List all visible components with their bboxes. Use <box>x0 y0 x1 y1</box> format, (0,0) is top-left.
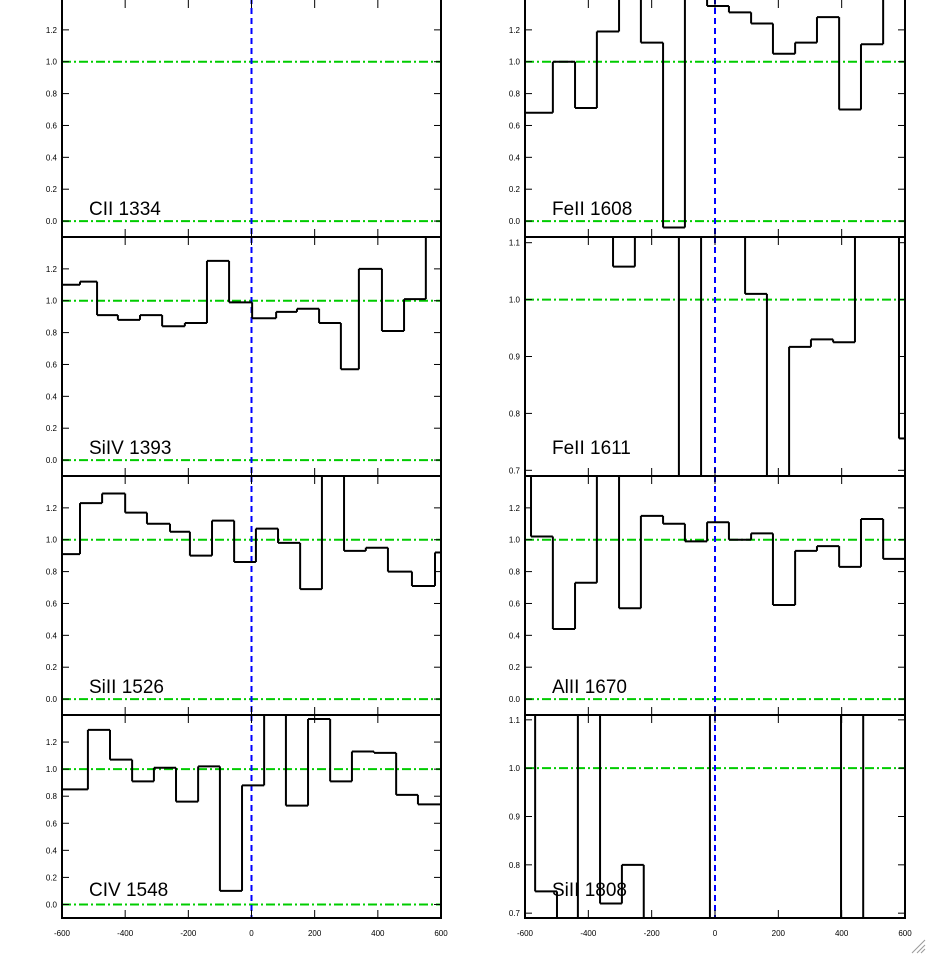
y-tick-label: 0.6 <box>46 599 58 608</box>
y-tick-label: 0.2 <box>46 873 58 882</box>
panel: 0.0 0.2 0.4 0.6 0.8 1.0 1.2 SiIV 1393 <box>46 236 442 477</box>
y-tick-label: 0.9 <box>509 353 521 362</box>
panel-label: SiII 1526 <box>89 677 164 698</box>
y-tick-label: 0.6 <box>509 121 521 130</box>
y-tick-label: 0.8 <box>509 568 521 577</box>
plot-area <box>525 476 905 715</box>
y-tick-label: 0.4 <box>46 392 58 401</box>
y-tick-label: 0.6 <box>46 121 58 130</box>
x-tick-label: -400 <box>117 929 134 938</box>
panel: 0.0 0.2 0.4 0.6 0.8 1.0 1.2 -600 -400 -200 0 200 400… <box>46 714 448 938</box>
x-tick-label: -200 <box>644 929 661 938</box>
y-tick-label: 1.2 <box>46 504 58 513</box>
y-tick-label: 0.8 <box>46 792 58 801</box>
y-tick-label: 1.1 <box>509 716 521 725</box>
y-tick-label: 1.0 <box>46 58 58 67</box>
y-tick-label: 0.4 <box>46 846 58 855</box>
y-tick-label: 0.4 <box>509 631 521 640</box>
y-tick-label: 0.8 <box>509 409 521 418</box>
y-tick-label: 0.7 <box>509 909 521 918</box>
y-tick-label: 1.1 <box>509 239 521 248</box>
plot-area <box>62 476 441 715</box>
x-tick-label: 0 <box>713 929 718 938</box>
y-tick-label: 1.2 <box>46 265 58 274</box>
plot-area <box>62 237 441 476</box>
y-tick-label: 0.6 <box>46 360 58 369</box>
y-tick-label: 0.2 <box>46 663 58 672</box>
y-tick-label: 0.2 <box>46 185 58 194</box>
panel: 0.0 0.2 0.4 0.6 0.8 1.0 1.2 SiII 1526 <box>46 475 442 716</box>
y-tick-label: 0.4 <box>509 153 521 162</box>
y-tick-label: 0.2 <box>46 424 58 433</box>
panel-label: CII 1334 <box>89 199 161 220</box>
y-tick-label: 1.0 <box>509 764 521 773</box>
y-tick-label: 0.2 <box>509 663 521 672</box>
panel-label: AlII 1670 <box>552 677 627 698</box>
y-tick-label: 1.2 <box>46 26 58 35</box>
y-tick-label: 1.0 <box>509 536 521 545</box>
x-tick-label: 400 <box>371 929 385 938</box>
y-tick-label: 0.9 <box>509 813 521 822</box>
y-tick-label: 0.0 <box>46 695 58 704</box>
x-tick-label: 200 <box>772 929 786 938</box>
y-tick-label: 1.0 <box>46 297 58 306</box>
x-tick-label: 600 <box>898 929 912 938</box>
panel-label: SiIV 1393 <box>89 438 171 459</box>
panel-label: FeII 1608 <box>552 199 632 220</box>
y-tick-label: 0.2 <box>509 185 521 194</box>
y-tick-label: 1.0 <box>509 58 521 67</box>
y-tick-label: 1.2 <box>509 26 521 35</box>
x-tick-label: -600 <box>517 929 534 938</box>
y-tick-label: 0.8 <box>46 90 58 99</box>
panel-label: SiII 1808 <box>552 880 627 901</box>
y-tick-label: 0.6 <box>46 819 58 828</box>
x-tick-label: 600 <box>434 929 448 938</box>
y-tick-label: 0.8 <box>509 90 521 99</box>
plot-area <box>62 715 441 918</box>
panel: 0.7 0.8 0.9 1.0 1.1 FeII 1611 <box>509 236 906 477</box>
x-tick-label: 0 <box>249 929 254 938</box>
y-tick-label: 0.4 <box>46 631 58 640</box>
panel-label: FeII 1611 <box>552 438 631 459</box>
y-tick-label: 0.0 <box>46 900 58 909</box>
panel: 0.0 0.2 0.4 0.6 0.8 1.0 1.2 AlII 1670 <box>509 475 906 716</box>
plot-area <box>525 0 905 237</box>
y-tick-label: 0.8 <box>509 861 521 870</box>
plot-area <box>525 237 905 476</box>
x-tick-label: 200 <box>308 929 322 938</box>
y-tick-label: 0.6 <box>509 599 521 608</box>
x-tick-label: -600 <box>54 929 71 938</box>
y-tick-label: 0.0 <box>509 217 521 226</box>
y-tick-label: 0.4 <box>46 153 58 162</box>
y-tick-label: 1.2 <box>46 738 58 747</box>
x-tick-label: 400 <box>835 929 849 938</box>
y-tick-label: 0.8 <box>46 329 58 338</box>
y-tick-label: 0.7 <box>509 466 521 475</box>
y-tick-label: 1.0 <box>509 296 521 305</box>
y-tick-label: 0.8 <box>46 568 58 577</box>
y-tick-label: 0.0 <box>509 695 521 704</box>
y-tick-label: 1.0 <box>46 536 58 545</box>
y-tick-label: 1.0 <box>46 765 58 774</box>
panel: 0.0 0.2 0.4 0.6 0.8 1.0 1.2 FeII 1608 <box>509 0 906 238</box>
panel-label: CIV 1548 <box>89 880 168 901</box>
panel: 0.7 0.8 0.9 1.0 1.1 -600 -400 -200 0 200 400 600 SiI… <box>509 714 912 938</box>
x-tick-label: -400 <box>580 929 597 938</box>
plot-area <box>525 715 905 918</box>
resize-grip <box>911 939 926 954</box>
plot-area <box>62 0 441 237</box>
y-tick-label: 1.2 <box>509 504 521 513</box>
x-tick-label: -200 <box>180 929 197 938</box>
y-tick-label: 0.0 <box>46 217 58 226</box>
panel: 0.0 0.2 0.4 0.6 0.8 1.0 1.2 CII 1334 <box>46 0 442 238</box>
y-tick-label: 0.0 <box>46 456 58 465</box>
